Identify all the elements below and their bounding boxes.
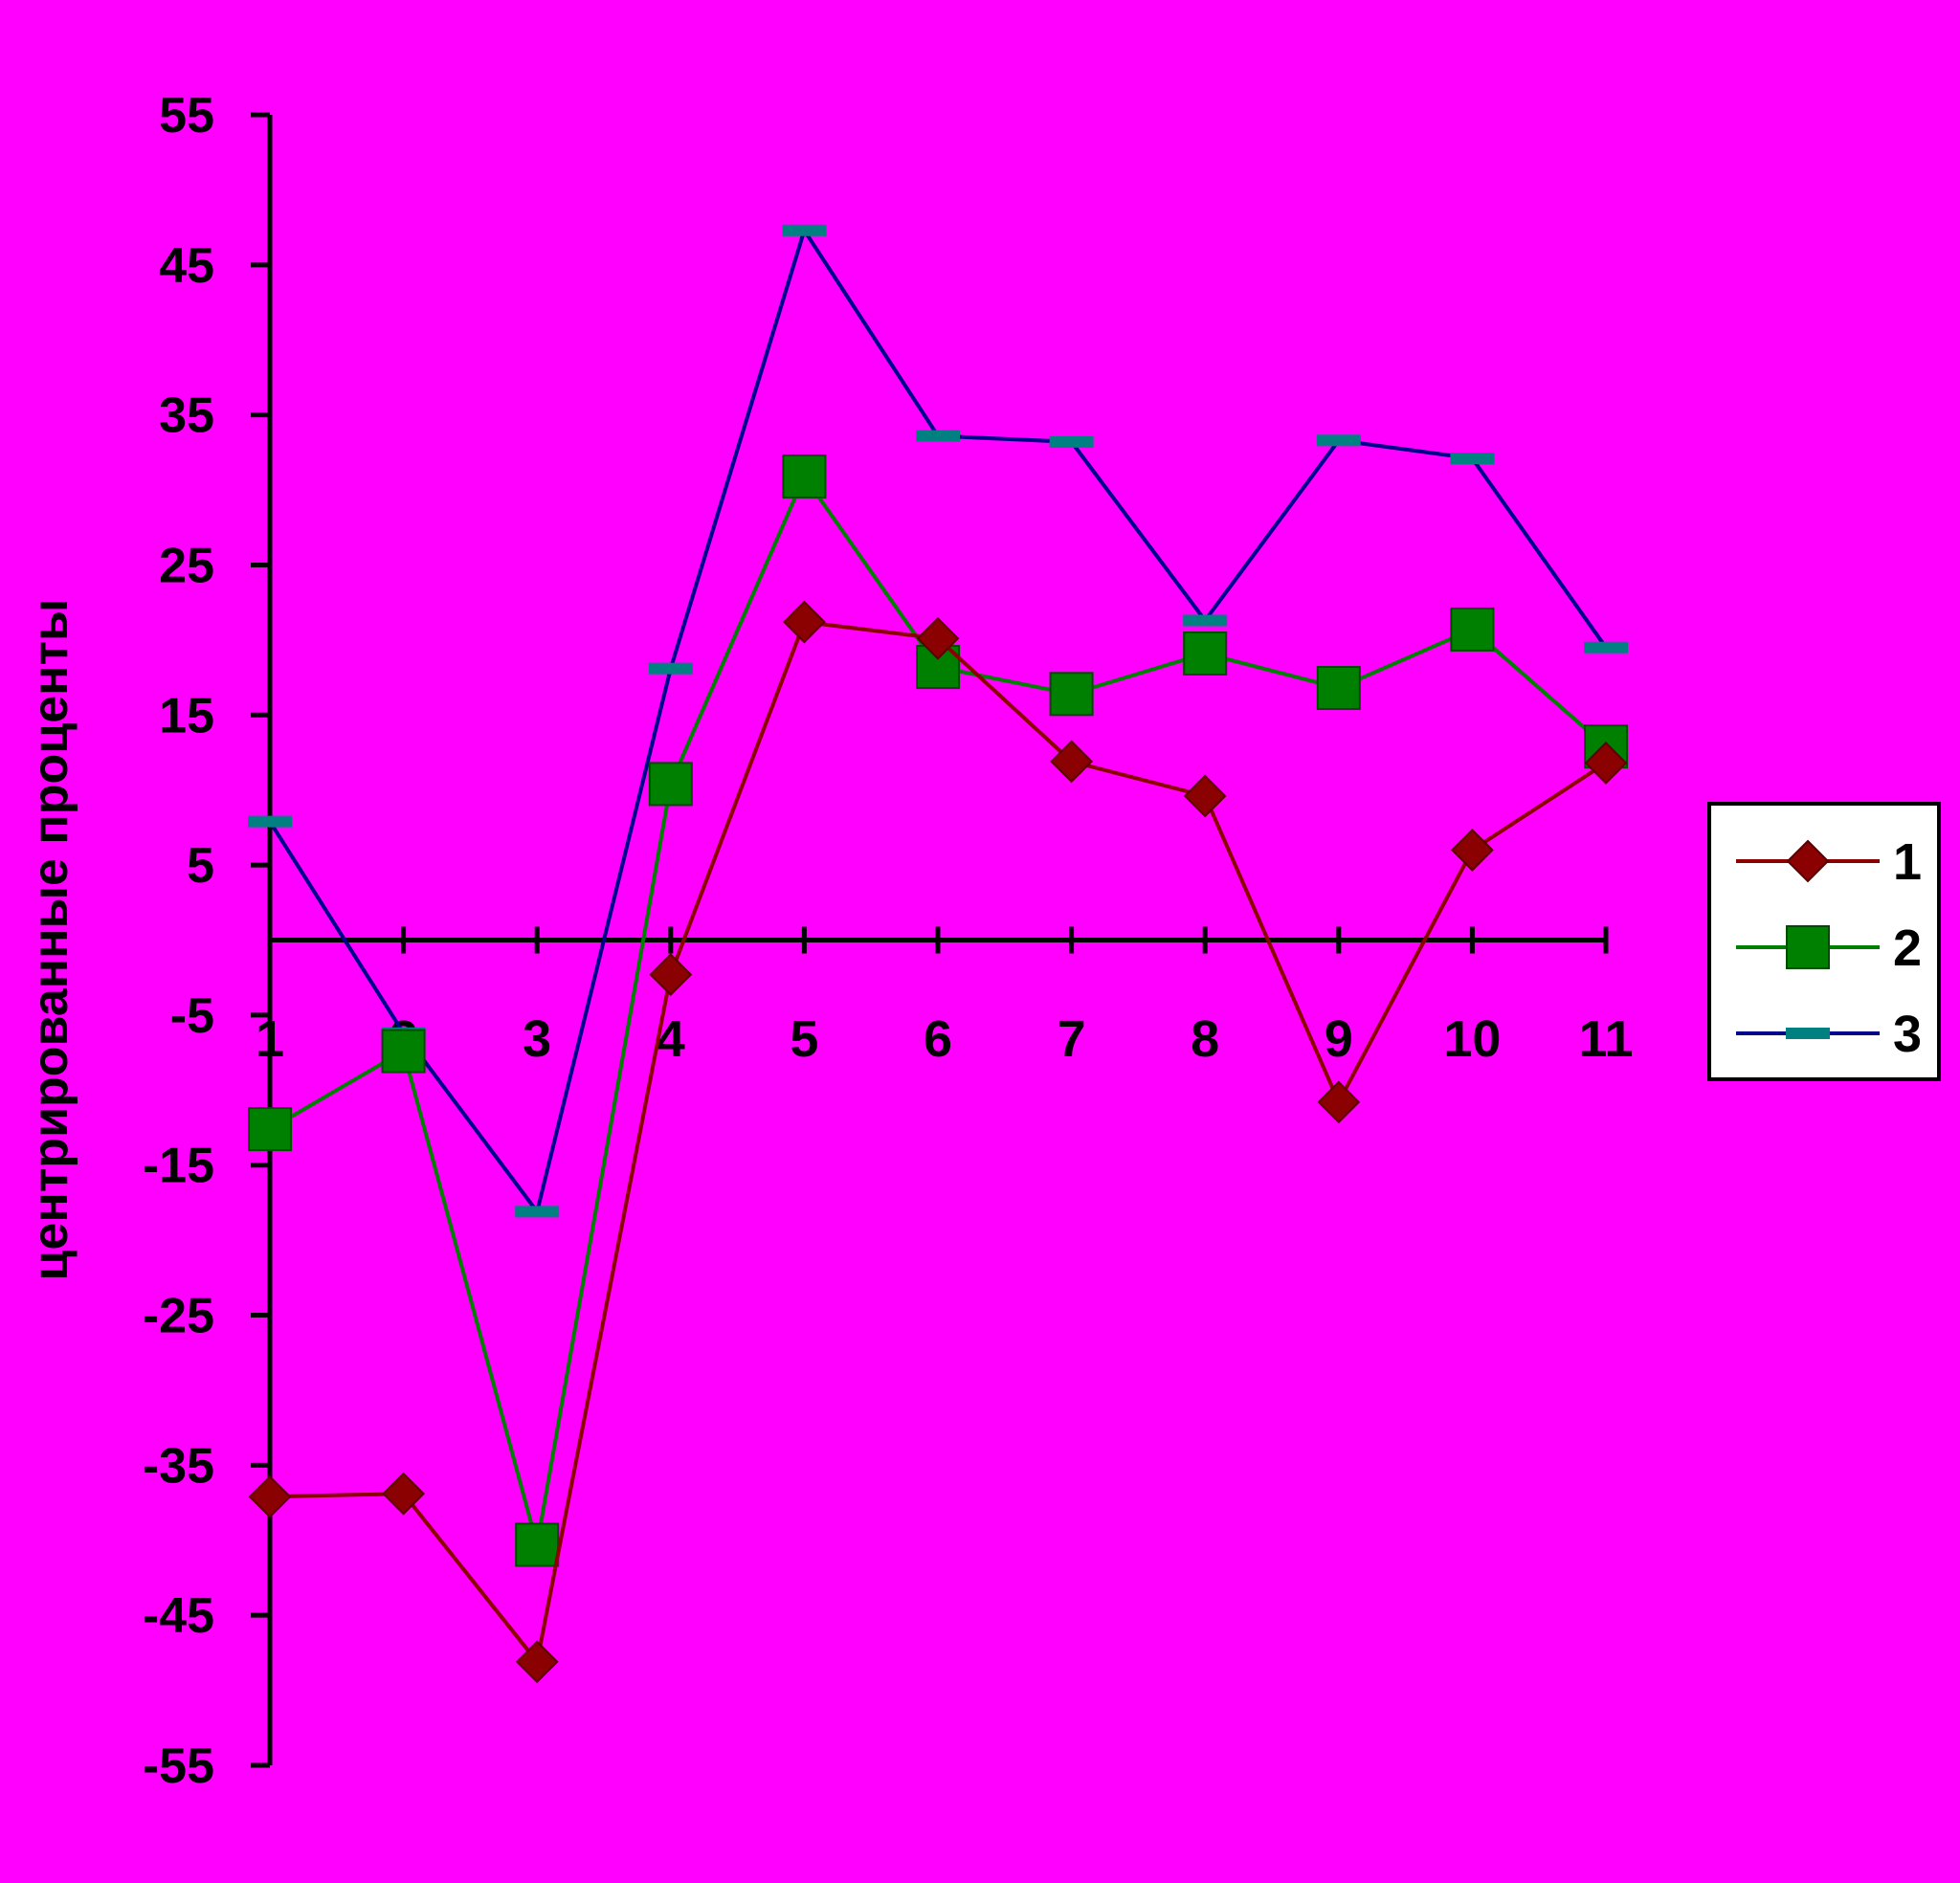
- series-2-point: [648, 762, 693, 807]
- series-1-point: [916, 616, 960, 660]
- legend-entry-1: 1: [1736, 833, 1922, 891]
- series-3-point: [1183, 614, 1228, 627]
- series-3-point: [1316, 434, 1361, 447]
- series-1-point: [782, 600, 826, 644]
- legend-entry-2: 2: [1736, 919, 1922, 977]
- series-3-point: [248, 815, 292, 828]
- legend-marker: [1786, 1028, 1830, 1039]
- series-2-point: [1450, 607, 1495, 652]
- series-2-point: [1049, 672, 1094, 717]
- series-1: [248, 600, 1628, 1684]
- legend-marker: [1786, 925, 1830, 969]
- y-axis-label: центрированные проценты: [23, 599, 78, 1281]
- y-tick-label: -15: [143, 1139, 214, 1194]
- series-2-point: [1183, 631, 1228, 676]
- series-1-point: [248, 1474, 292, 1518]
- y-tick-label: -45: [143, 1588, 214, 1644]
- legend-entry-3: 3: [1736, 1006, 1922, 1063]
- series-3-point: [1584, 641, 1628, 654]
- y-tick-label: 35: [159, 388, 214, 444]
- series-3-point: [916, 430, 960, 442]
- series-2: [248, 454, 1628, 1567]
- series-group: [248, 224, 1628, 1684]
- x-tick-label: 7: [1058, 1010, 1086, 1068]
- series-3-point: [515, 1206, 560, 1218]
- series-1-point: [515, 1640, 559, 1684]
- series-3: [248, 224, 1628, 1218]
- series-1-point: [649, 953, 693, 996]
- y-tick-label: -25: [143, 1289, 214, 1344]
- x-tick-label: 8: [1191, 1010, 1219, 1068]
- x-tick-label: 10: [1443, 1010, 1501, 1068]
- series-2-point: [248, 1107, 292, 1152]
- series-3-point: [1049, 435, 1094, 448]
- series-1-point: [1450, 828, 1494, 872]
- legend: 1 2 3: [1707, 802, 1941, 1081]
- x-tick-label: 5: [790, 1010, 818, 1068]
- series-1-point: [1183, 774, 1227, 818]
- y-tick-label: 15: [159, 688, 214, 743]
- y-tick-label: -55: [143, 1739, 214, 1794]
- x-tick-label: 9: [1325, 1010, 1353, 1068]
- x-axis-ticks: 1234567891011: [256, 926, 1634, 1068]
- y-tick-label: 5: [187, 838, 214, 894]
- y-tick-label: -5: [170, 988, 214, 1044]
- series-1-line: [269, 619, 1608, 1667]
- legend-marker: [1786, 839, 1830, 883]
- series-3-point: [1450, 453, 1495, 465]
- y-tick-label: -35: [143, 1438, 214, 1494]
- series-2-point: [1316, 666, 1361, 711]
- series-1-point: [1584, 742, 1628, 785]
- y-axis-ticks: 55 45 35 25 15 5 -5 -15 -25 -35 -45 -55: [143, 88, 270, 1794]
- x-tick-label: 1: [256, 1010, 284, 1068]
- y-tick-label: 45: [159, 238, 214, 294]
- series-2-point: [782, 454, 827, 498]
- series-3-point: [782, 224, 827, 236]
- series-1-point: [1317, 1080, 1361, 1124]
- legend-label: 2: [1893, 919, 1922, 977]
- y-tick-label: 25: [159, 538, 214, 593]
- legend-label: 3: [1893, 1006, 1922, 1063]
- series-1-point: [382, 1472, 426, 1516]
- series-3-point: [648, 662, 693, 675]
- x-tick-label: 6: [924, 1010, 952, 1068]
- series-2-point: [381, 1029, 426, 1074]
- y-tick-label: 55: [159, 88, 214, 144]
- legend-label: 1: [1893, 833, 1922, 891]
- x-tick-label: 3: [523, 1010, 551, 1068]
- series-1-point: [1050, 740, 1094, 784]
- x-tick-label: 11: [1578, 1010, 1633, 1068]
- series-2-point: [515, 1522, 560, 1567]
